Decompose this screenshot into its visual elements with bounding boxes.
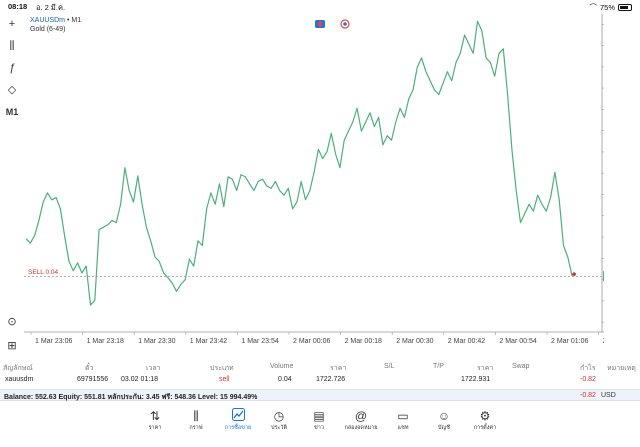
col-ticket: ตั๋ว <box>85 365 94 372</box>
x-tick-label: 1 Mar 23:30 <box>138 338 175 345</box>
col-swap: Swap <box>512 363 530 370</box>
x-tick-label: 2 Mar 01:18 <box>603 338 604 345</box>
mail-at-icon: @ <box>354 409 368 423</box>
function-icon[interactable]: ƒ <box>8 62 16 74</box>
col-symbol: สัญลักษณ์ <box>3 365 33 372</box>
nav-label: กราฟ <box>189 425 203 431</box>
col-profit: กำไร <box>580 365 596 372</box>
nav-mailbox[interactable]: @ กล่องจดหมาย <box>341 408 381 432</box>
trade-chart-icon <box>218 408 258 424</box>
balance-text: Balance: 552.63 Equity: 551.81 หลักประกั… <box>4 394 258 401</box>
col-price-current: ราคา <box>477 365 494 372</box>
balance-profit: -0.82 <box>580 392 596 399</box>
row-price-current: 1722.931 <box>461 376 491 383</box>
x-tick-label: 2 Mar 00:18 <box>345 338 382 345</box>
settings-gear-icon: ⚙ <box>479 409 491 423</box>
col-comment: หมายเหตุ <box>607 365 636 372</box>
table-header: สัญลักษณ์ ตั๋ว เวลา ประเภท Volume ราคา S… <box>0 362 640 374</box>
chart-toolbar: + ⫼ ƒ ◇ M1 ⊙ ⊞ <box>0 14 24 359</box>
nav-news[interactable]: ▤ ข่าว <box>299 408 339 432</box>
status-right: ⌒ 75% <box>589 2 632 13</box>
row-time: 03.02 01:18 <box>121 376 158 383</box>
wifi-icon: ⌒ <box>589 3 597 12</box>
zoom-icon[interactable]: ⊙ <box>7 316 17 328</box>
objects-icon[interactable]: ◇ <box>7 84 17 96</box>
price-series-line <box>25 20 573 306</box>
news-icon: ▤ <box>313 409 325 423</box>
x-tick-label: 2 Mar 00:54 <box>499 338 536 345</box>
col-sl: S/L <box>384 363 395 370</box>
chart-timeframe-sep: • <box>65 17 72 24</box>
history-clock-icon: ◷ <box>273 409 285 423</box>
one-click-center-icon <box>318 22 322 26</box>
row-volume: 0.04 <box>278 376 292 383</box>
x-tick-label: 1 Mar 23:54 <box>241 338 278 345</box>
nav-label: ประวัติ <box>270 425 288 431</box>
nav-quotes[interactable]: ⇅ ราคา <box>135 408 175 432</box>
balance-currency: USD <box>601 392 616 399</box>
row-type: sell <box>219 376 230 383</box>
battery-icon <box>618 4 632 11</box>
col-volume: Volume <box>270 363 294 370</box>
price-chart[interactable]: 1728.2351727.7701727.3051726.8401726.375… <box>24 14 604 350</box>
x-tick-label: 1 Mar 23:42 <box>190 338 227 345</box>
row-symbol: xauusdm <box>5 376 34 383</box>
x-tick-label: 2 Mar 00:30 <box>396 338 433 345</box>
timeframe-button[interactable]: M1 <box>5 107 19 117</box>
nav-label: การซื้อขาย <box>224 425 252 431</box>
trade-table: สัญลักษณ์ ตั๋ว เวลา ประเภท Volume ราคา S… <box>0 362 640 388</box>
status-time: 08:18 <box>8 2 28 11</box>
chat-icon: ▭ <box>397 409 409 423</box>
col-time: เวลา <box>146 365 161 372</box>
candles-icon: ⫼ <box>193 409 199 423</box>
nav-label: การตั้งค่า <box>473 425 497 431</box>
nav-label: แชท <box>397 425 409 431</box>
nav-label: ราคา <box>148 425 162 431</box>
x-tick-label: 1 Mar 23:18 <box>87 338 124 345</box>
quotes-arrows-icon: ⇅ <box>149 409 161 423</box>
nav-label: กล่องจดหมาย <box>344 425 378 431</box>
nav-charts[interactable]: ⫼ กราฟ <box>176 408 216 432</box>
chart-subtitle: Gold (6-49) <box>30 26 66 33</box>
balance-row: Balance: 552.63 Equity: 551.81 หลักประกั… <box>0 389 640 401</box>
one-click-buy-inner-icon <box>343 22 347 26</box>
x-tick-label: 2 Mar 01:06 <box>551 338 588 345</box>
crosshair-icon[interactable]: + <box>8 18 16 30</box>
nav-account[interactable]: ☺ บัญชี <box>424 408 464 432</box>
last-price-dot <box>572 272 576 276</box>
status-date: อ. 2 มี.ค. <box>36 3 66 12</box>
nav-chat[interactable]: ▭ แชท <box>383 408 423 432</box>
nav-label: บัญชี <box>438 425 450 431</box>
status-bar: 08:18 อ. 2 มี.ค. ⌒ 75% <box>0 0 640 14</box>
chart-area[interactable]: 1728.2351727.7701727.3051726.8401726.375… <box>24 14 604 350</box>
battery-percent: 75% <box>599 3 615 12</box>
nav-settings[interactable]: ⚙ การตั้งค่า <box>465 408 505 432</box>
x-tick-label: 2 Mar 00:42 <box>448 338 485 345</box>
x-tick-label: 1 Mar 23:06 <box>35 338 72 345</box>
bottom-nav: ⇅ ราคา ⫼ กราฟ การซื้อขาย ◷ ประวัติ ▤ ข่า… <box>0 403 640 447</box>
col-tp: T/P <box>433 363 444 370</box>
nav-trade[interactable]: การซื้อขาย <box>218 408 258 432</box>
row-price: 1722.726 <box>316 376 346 383</box>
row-profit: -0.82 <box>580 376 596 383</box>
chart-header: XAUUSDm • M1 Gold (6-49) <box>30 16 81 34</box>
row-ticket: 69791556 <box>77 376 109 383</box>
chart-timeframe: M1 <box>71 17 82 24</box>
col-type: ประเภท <box>210 365 234 372</box>
table-row[interactable]: xauusdm 69791556 03.02 01:18 sell 0.04 1… <box>0 375 640 387</box>
add-order-icon[interactable]: ⊞ <box>7 340 17 352</box>
indicators-icon[interactable]: ⫼ <box>9 40 15 52</box>
nav-history[interactable]: ◷ ประวัติ <box>259 408 299 432</box>
current-price-badge <box>603 271 604 282</box>
one-click-buy-icon <box>340 19 350 29</box>
sell-order-label: SELL 0.04 <box>28 269 59 276</box>
col-price: ราคา <box>330 365 347 372</box>
chart-symbol: XAUUSDm <box>30 17 66 24</box>
account-icon: ☺ <box>437 409 451 423</box>
nav-label: ข่าว <box>314 425 324 431</box>
x-tick-label: 2 Mar 00:06 <box>293 338 330 345</box>
